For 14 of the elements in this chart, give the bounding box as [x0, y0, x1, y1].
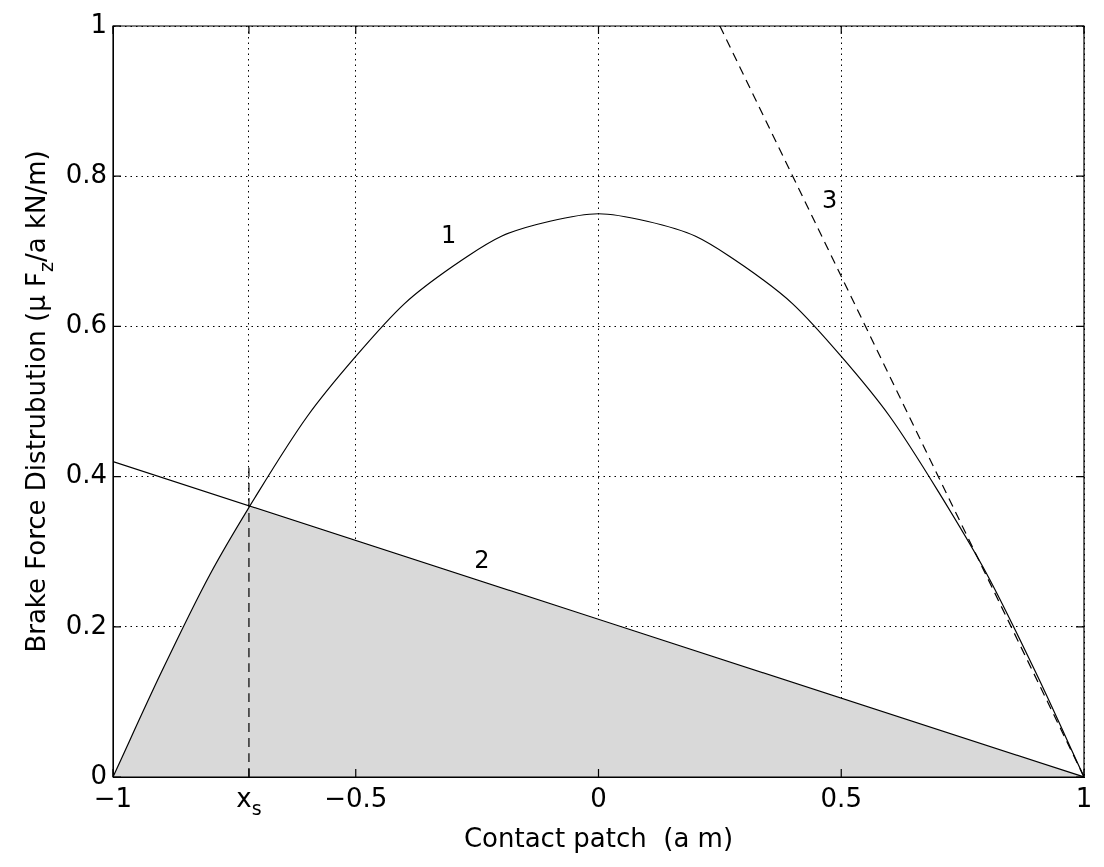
x-tick-label: 0.5 [820, 783, 862, 813]
y-axis-title: Brake Force Distrubution (μ Fz/a kN/m) [21, 150, 57, 653]
y-tick-label: 0.4 [65, 459, 107, 490]
y-tick-label: 1 [90, 8, 107, 39]
x-tick-label: 1 [1075, 783, 1093, 813]
series-label: 1 [440, 221, 457, 250]
y-tick-label: 0.8 [65, 158, 107, 189]
series-label: 2 [474, 546, 490, 575]
x-tick-label: 0 [590, 783, 607, 813]
series-label: 3 [821, 185, 838, 214]
y-tick-label: 0.6 [65, 309, 107, 340]
x-tick-label: −0.5 [324, 783, 388, 813]
x-axis-title: Contact patch (a m) [463, 823, 734, 853]
y-tick-label: 0.2 [65, 609, 107, 640]
